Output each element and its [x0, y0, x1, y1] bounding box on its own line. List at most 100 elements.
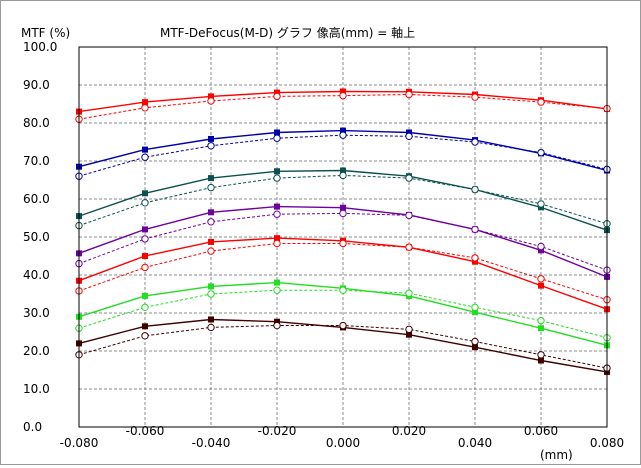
data-point-square — [274, 168, 280, 175]
data-point-circle — [207, 97, 215, 105]
grid — [79, 47, 607, 427]
data-point-circle — [405, 243, 413, 251]
data-point-square — [274, 318, 280, 325]
y-tick-label: 0.0 — [23, 420, 42, 434]
data-point-square — [274, 235, 280, 242]
data-point-circle — [537, 242, 545, 251]
data-point-square — [340, 167, 346, 174]
y-tick-label: 30.0 — [23, 306, 50, 320]
x-tick-label: 0.060 — [524, 424, 558, 438]
x-tick-label: 0.080 — [590, 436, 624, 450]
data-point-circle — [207, 247, 215, 255]
data-point-circle — [273, 92, 281, 101]
data-point-circle — [405, 289, 413, 297]
data-point-circle — [141, 332, 149, 340]
data-point-circle — [339, 239, 347, 248]
chart-title: MTF-DeFocus(M-D) グラフ 像高(mm) = 軸上 — [160, 25, 415, 40]
data-point-square — [208, 93, 214, 100]
data-point-circle — [405, 325, 413, 334]
data-point-square — [208, 175, 214, 182]
y-tick-label: 90.0 — [23, 78, 50, 92]
data-point-circle — [405, 174, 413, 182]
data-point-circle — [471, 225, 479, 234]
data-point-square — [472, 309, 478, 316]
data-point-square — [340, 88, 346, 95]
data-point-circle — [537, 275, 545, 283]
data-point-circle — [141, 235, 149, 243]
data-point-circle — [537, 200, 545, 208]
data-point-circle — [141, 153, 149, 161]
data-point-square — [274, 279, 280, 286]
data-point-square — [538, 357, 544, 364]
y-tick-label: 40.0 — [23, 268, 50, 282]
data-point-circle — [273, 286, 281, 294]
data-point-circle — [339, 286, 347, 294]
data-point-square — [142, 323, 148, 330]
series-line — [78, 289, 608, 339]
data-point-circle — [273, 239, 281, 248]
x-tick-label: -0.040 — [192, 436, 231, 450]
y-tick-label: 60.0 — [23, 192, 50, 206]
data-point-square — [538, 325, 544, 332]
data-point-circle — [471, 254, 479, 262]
data-point-square — [208, 238, 214, 245]
data-point-circle — [339, 321, 347, 330]
data-point-square — [340, 204, 346, 211]
data-point-circle — [339, 209, 347, 218]
data-point-square — [340, 127, 346, 134]
y-tick-label: 20.0 — [23, 344, 50, 358]
plot-area-border — [78, 46, 608, 428]
data-point-square — [208, 209, 214, 216]
data-point-circle — [471, 93, 479, 101]
x-tick-label: 0.040 — [458, 436, 492, 450]
data-point-circle — [207, 218, 215, 226]
data-point-circle — [141, 199, 149, 207]
data-point-circle — [537, 98, 545, 106]
data-point-circle — [141, 263, 149, 272]
data-point-square — [142, 146, 148, 153]
data-point-circle — [339, 91, 347, 100]
data-point-circle — [207, 142, 215, 150]
data-point-square — [142, 226, 148, 233]
data-point-circle — [405, 90, 413, 99]
data-point-square — [406, 331, 412, 338]
data-point-circle — [207, 323, 215, 332]
series-layer — [75, 88, 611, 375]
data-point-square — [538, 247, 544, 254]
data-point-circle — [207, 183, 215, 192]
data-point-circle — [471, 138, 479, 146]
data-point-square — [208, 316, 214, 323]
data-point-square — [142, 99, 148, 106]
x-tick-label: 0.000 — [326, 436, 360, 450]
data-point-square — [208, 283, 214, 290]
y-tick-label: 10.0 — [23, 382, 50, 396]
data-point-square — [406, 129, 412, 136]
data-point-circle — [141, 303, 149, 311]
data-point-square — [274, 129, 280, 136]
x-tick-label: -0.020 — [258, 424, 297, 438]
data-point-circle — [273, 174, 281, 182]
y-axis-label: MTF (%) — [21, 26, 70, 40]
series-line — [78, 325, 608, 369]
data-point-circle — [273, 134, 281, 142]
data-point-circle — [537, 316, 545, 325]
x-tick-label: -0.060 — [126, 424, 165, 438]
data-point-circle — [405, 211, 413, 220]
data-point-square — [142, 190, 148, 197]
data-point-circle — [339, 171, 347, 180]
data-point-circle — [141, 104, 149, 112]
data-point-square — [472, 344, 478, 351]
data-point-square — [274, 89, 280, 96]
tick-labels: 0.0 10.0 20.0 30.0 40.0 50.0 60.0 70.0 80.0 90.0 1… — [23, 40, 624, 450]
x-tick-label: 0.020 — [392, 424, 426, 438]
y-tick-label: 100.0 — [23, 40, 57, 54]
y-tick-label: 80.0 — [23, 116, 50, 130]
data-point-circle — [405, 132, 413, 141]
data-point-square — [274, 203, 280, 210]
data-point-circle — [471, 185, 479, 194]
series-line — [78, 134, 608, 177]
data-point-square — [472, 258, 478, 265]
y-tick-label: 50.0 — [23, 230, 50, 244]
